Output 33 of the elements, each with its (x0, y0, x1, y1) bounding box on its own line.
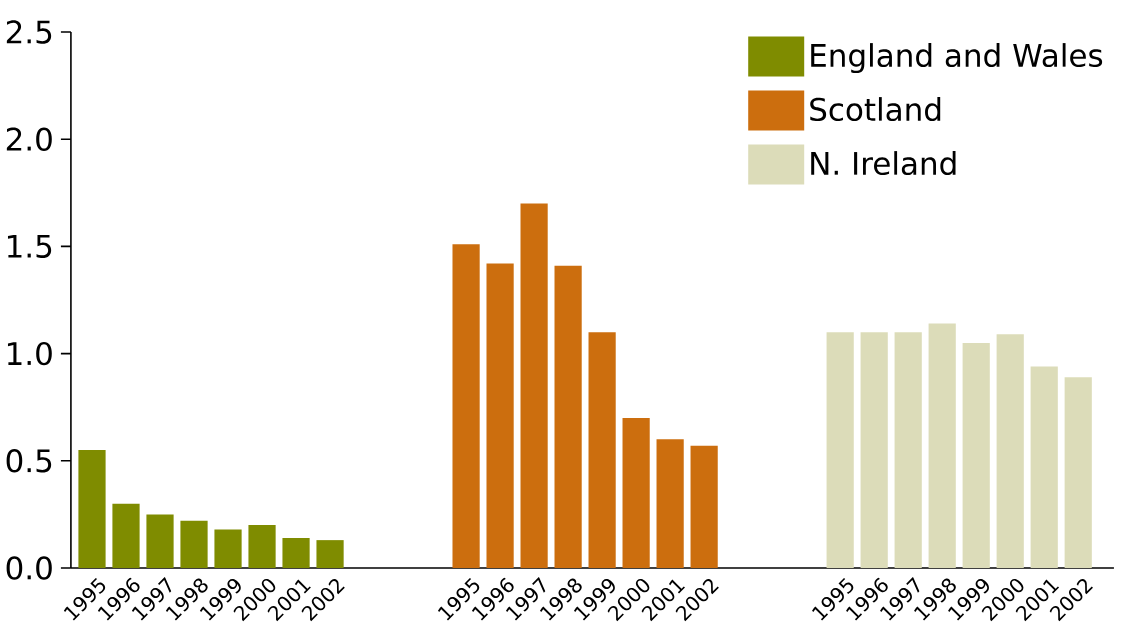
bar (146, 514, 174, 568)
bar (78, 450, 106, 568)
bar (180, 520, 208, 568)
bar (282, 537, 310, 568)
bar (860, 332, 888, 568)
bar (452, 244, 480, 568)
bar (588, 332, 616, 568)
bar (520, 203, 548, 568)
y-tick-label: 0.5 (6, 449, 52, 473)
bar (622, 417, 650, 568)
bar (112, 503, 140, 568)
bar (554, 265, 582, 568)
y-tick-label: 1.5 (7, 234, 52, 258)
bar (894, 332, 922, 568)
legend-label: Scotland (810, 97, 941, 122)
bar (248, 525, 276, 568)
bar (996, 334, 1024, 568)
bar (1030, 366, 1058, 568)
y-tick-label: 0.0 (6, 556, 52, 580)
bar (486, 263, 514, 568)
bar (1064, 377, 1092, 568)
bar (962, 342, 990, 568)
legend-label: N. Ireland (811, 151, 956, 176)
y-tick-label: 2.5 (6, 20, 52, 44)
y-tick-label: 2.0 (6, 127, 52, 151)
legend-label: England and Wales (811, 43, 1103, 74)
bar (316, 540, 344, 568)
bar (690, 445, 718, 568)
bar (656, 439, 684, 568)
bar (214, 529, 242, 568)
bar (826, 332, 854, 568)
bar (928, 323, 956, 568)
y-tick-label: 1.0 (7, 341, 52, 366)
